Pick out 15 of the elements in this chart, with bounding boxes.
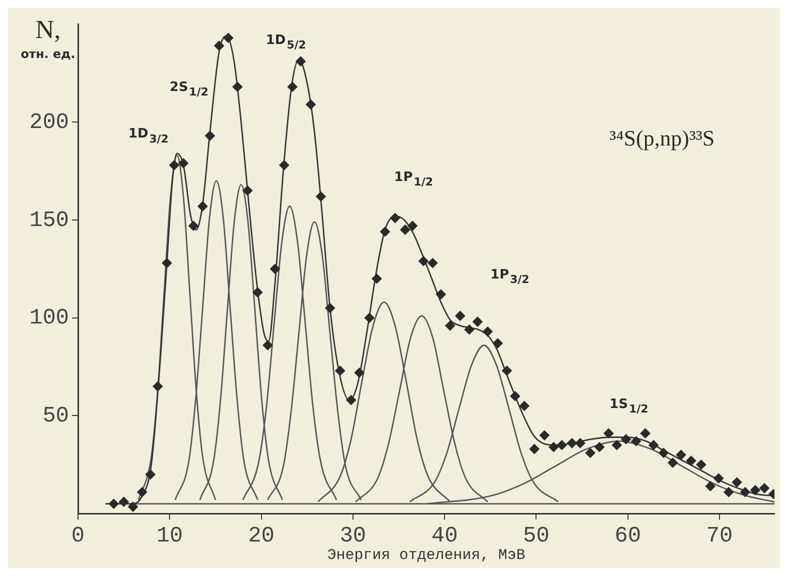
x-tick-label: 20 — [248, 524, 274, 549]
x-tick-label: 40 — [431, 524, 458, 549]
annotation: ³⁴S(p,np)³³S — [610, 126, 715, 151]
x-tick-label: 70 — [706, 524, 733, 549]
x-axis-title: Энергия отделения, МэВ — [327, 546, 526, 564]
x-tick-label: 50 — [523, 524, 550, 549]
y-tick-label: 150 — [29, 208, 69, 233]
x-tick-label: 30 — [340, 524, 366, 549]
y-tick-label: 100 — [29, 306, 69, 331]
x-tick-label: 10 — [156, 524, 183, 549]
y-tick-label: 50 — [42, 404, 69, 429]
y-axis-title: N, отн. ед. — [20, 15, 76, 61]
x-tick-label: 60 — [614, 524, 642, 549]
y-tick-label: 200 — [29, 110, 69, 135]
x-tick-label: 0 — [71, 524, 85, 549]
